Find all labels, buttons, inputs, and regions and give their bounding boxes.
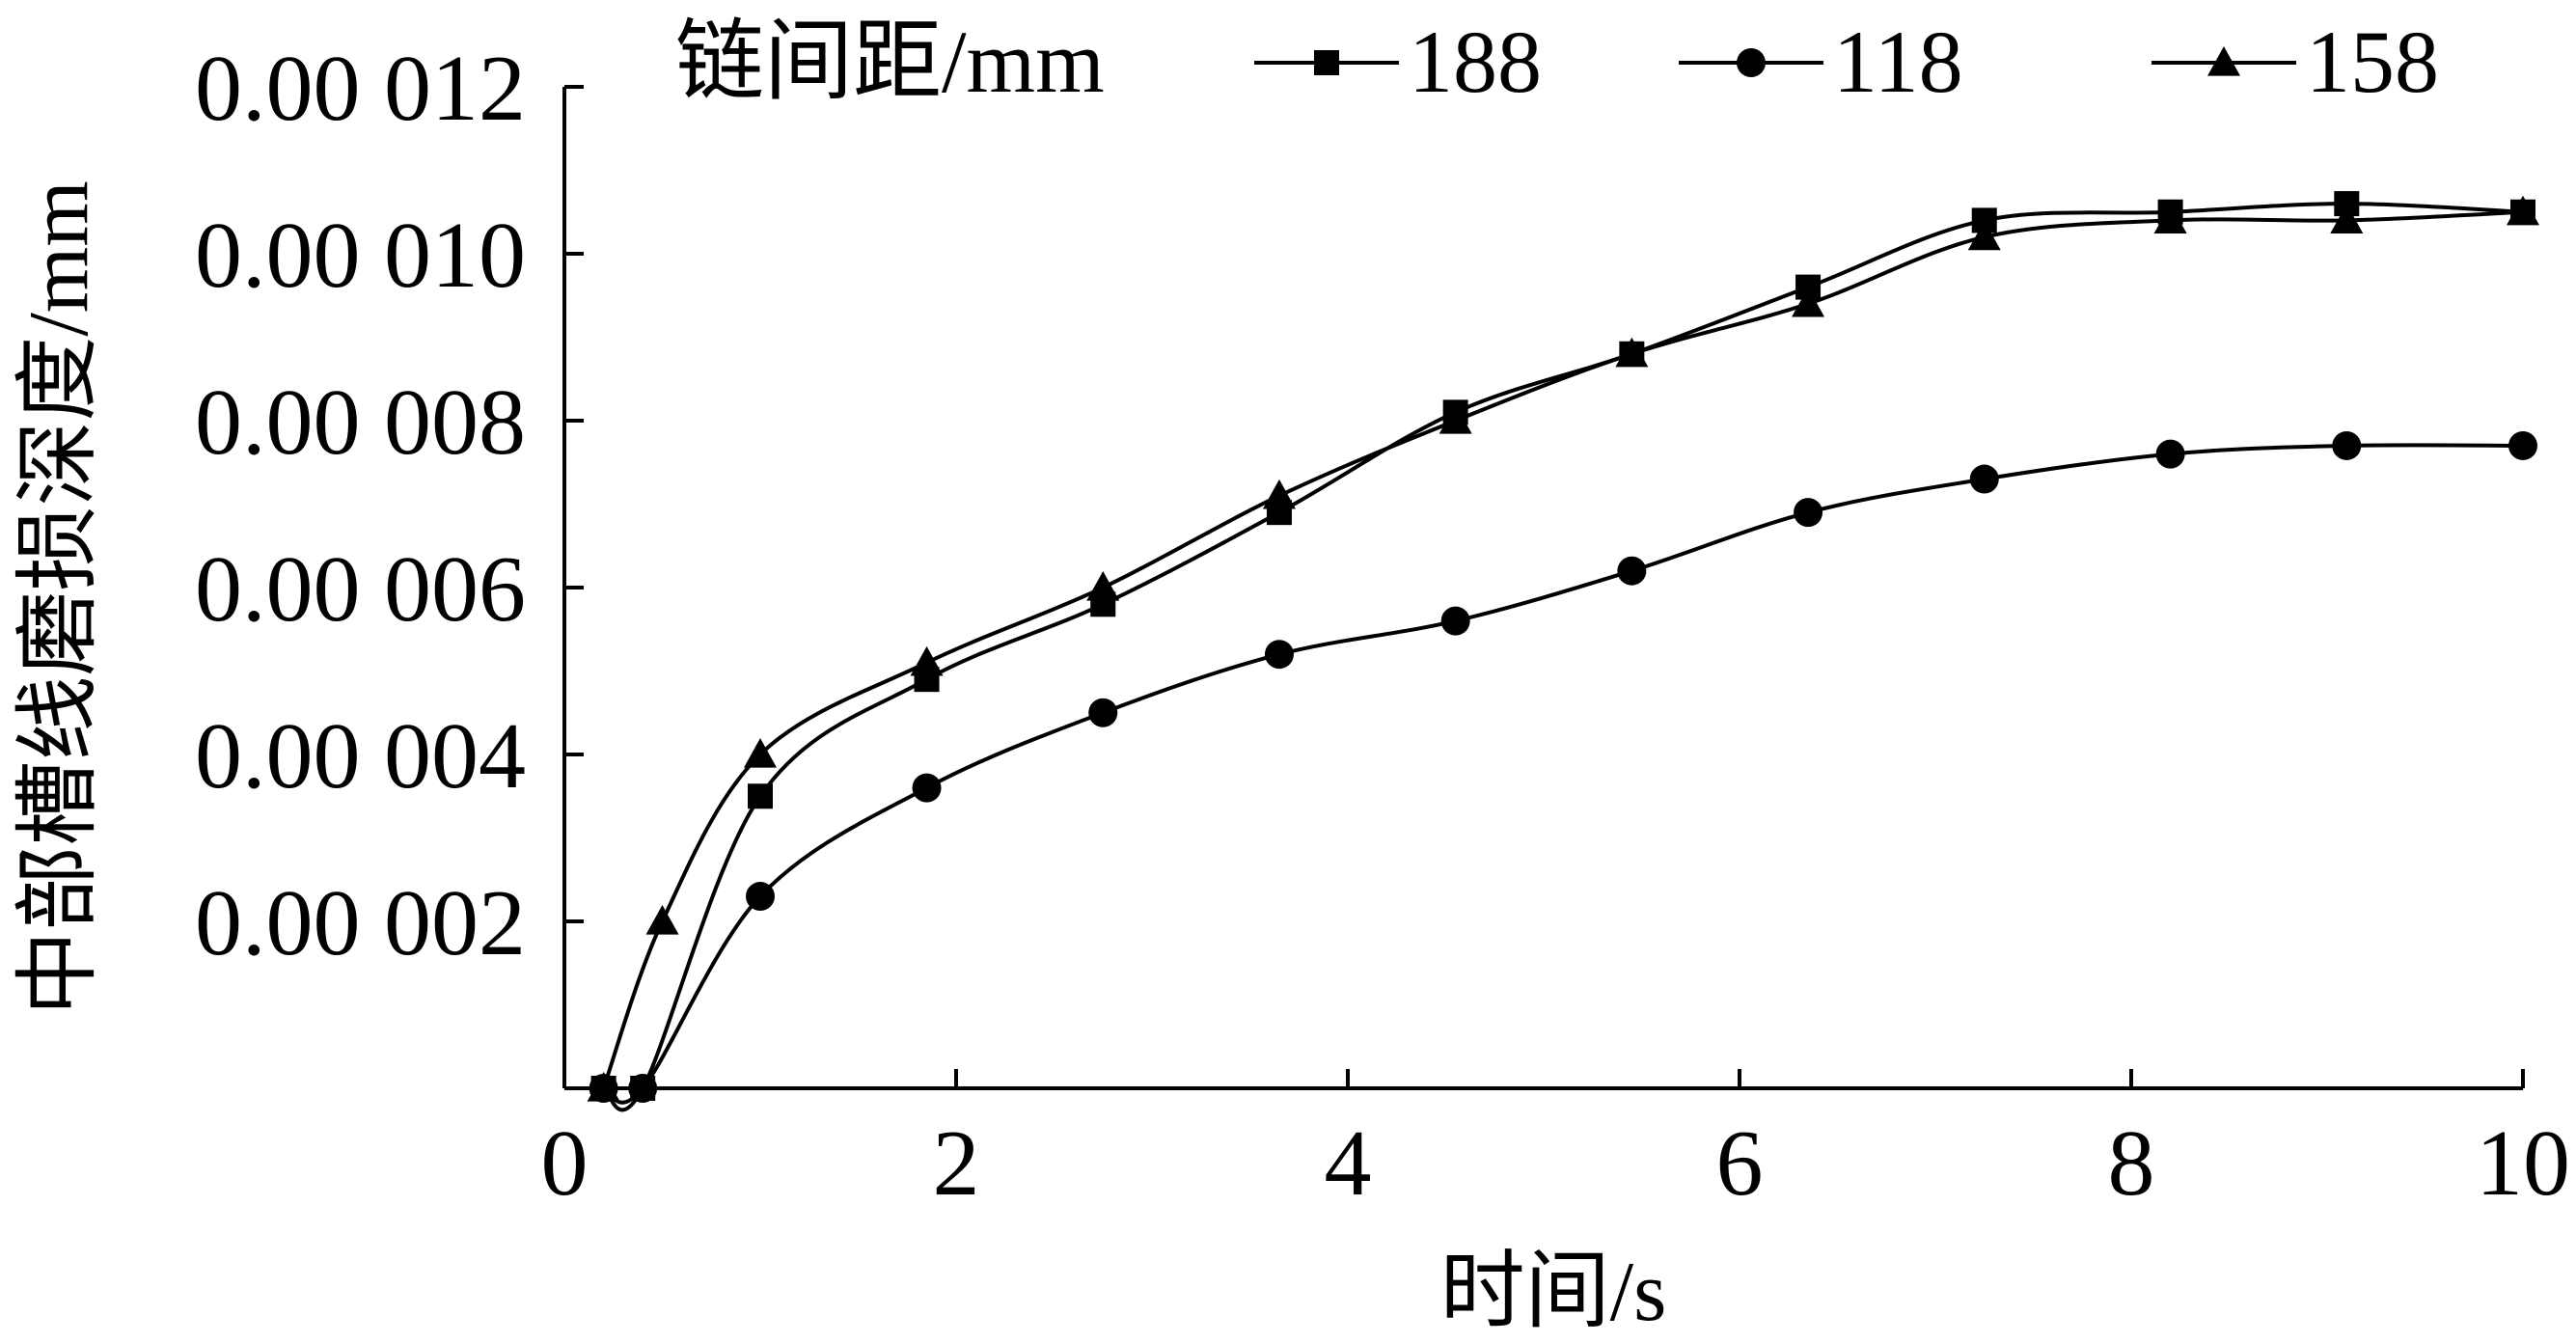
y-tick-label: 0.00 010 bbox=[195, 204, 526, 308]
y-tick-label: 0.00 012 bbox=[195, 37, 526, 141]
data-point-158 bbox=[1439, 404, 1472, 434]
data-point-158 bbox=[645, 905, 679, 935]
series-line-118 bbox=[602, 443, 2524, 1105]
legend-marker-118 bbox=[1737, 48, 1766, 77]
x-tick-label: 4 bbox=[1325, 1111, 1372, 1216]
legend-label-118: 118 bbox=[1833, 13, 1963, 111]
x-tick-label: 10 bbox=[2476, 1111, 2570, 1216]
series-line-188 bbox=[602, 202, 2524, 1112]
data-point-118 bbox=[1088, 698, 1118, 727]
x-axis-title: 时间/s bbox=[1440, 1246, 1667, 1339]
data-point-158 bbox=[1262, 479, 1296, 509]
x-tick-label: 0 bbox=[541, 1111, 589, 1216]
y-axis-title: 中部槽线磨损深度/mm bbox=[13, 180, 106, 1015]
x-tick-label: 6 bbox=[1716, 1111, 1764, 1216]
data-point-158 bbox=[1792, 287, 1825, 317]
y-tick-label: 0.00 006 bbox=[195, 537, 526, 642]
legend-title: 链间距/mm bbox=[675, 13, 1105, 111]
data-point-158 bbox=[1615, 337, 1649, 368]
axes: 0.00 002 0.00 004 0.00 006 0.00 008 0.00 010… bbox=[195, 37, 2570, 1216]
data-point-158 bbox=[1967, 220, 2001, 251]
series-line-158 bbox=[601, 209, 2524, 1089]
data-point-118 bbox=[912, 773, 942, 803]
legend-marker-188 bbox=[1314, 50, 1339, 75]
y-tick-label: 0.00 004 bbox=[195, 704, 526, 809]
y-tick-label: 0.00 002 bbox=[195, 871, 526, 975]
data-point-118 bbox=[1794, 498, 1823, 528]
data-point-118 bbox=[2155, 439, 2185, 469]
x-tick-label: 8 bbox=[2108, 1111, 2155, 1216]
data-point-118 bbox=[1264, 640, 1294, 670]
legend-label-158: 158 bbox=[2306, 13, 2439, 111]
legend-label-188: 188 bbox=[1409, 13, 1542, 111]
data-point-118 bbox=[746, 882, 775, 912]
series-square-188 bbox=[590, 191, 2535, 1112]
series-triangle-158 bbox=[587, 195, 2539, 1102]
data-point-118 bbox=[2332, 430, 2362, 460]
data-point-158 bbox=[2507, 195, 2539, 226]
data-point-188 bbox=[748, 783, 773, 809]
y-tick-label: 0.00 008 bbox=[195, 370, 526, 475]
legend-marker-158 bbox=[2207, 46, 2240, 76]
data-point-158 bbox=[744, 738, 777, 768]
data-point-118 bbox=[2508, 430, 2537, 460]
series-layer bbox=[587, 191, 2539, 1112]
x-tick-label: 2 bbox=[933, 1111, 980, 1216]
data-point-158 bbox=[587, 1072, 620, 1102]
data-point-158 bbox=[910, 645, 944, 676]
series-circle-118 bbox=[589, 430, 2537, 1105]
data-point-118 bbox=[1440, 606, 1470, 636]
data-point-158 bbox=[1086, 571, 1120, 601]
data-point-118 bbox=[628, 1074, 658, 1103]
data-point-118 bbox=[1969, 464, 1999, 494]
data-point-158 bbox=[2330, 204, 2364, 233]
data-point-158 bbox=[2153, 204, 2187, 233]
legend: 链间距/mm 188 118 158 bbox=[675, 13, 2439, 111]
data-point-118 bbox=[1617, 556, 1647, 586]
